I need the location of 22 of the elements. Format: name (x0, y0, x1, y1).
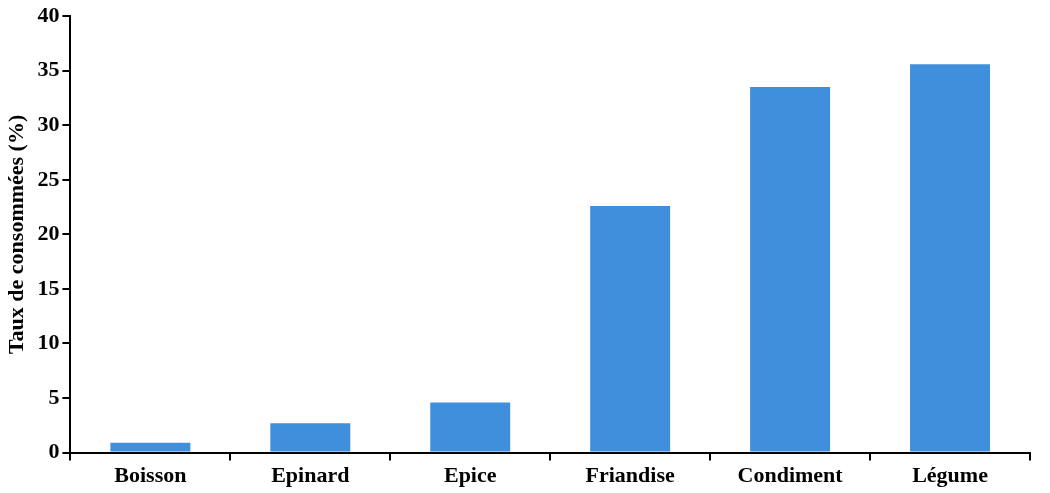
bar (590, 206, 671, 452)
bar (110, 442, 191, 452)
x-tick-label: Epinard (271, 462, 350, 488)
y-tick-label: 25 (37, 165, 60, 191)
y-tick-label: 20 (37, 220, 60, 246)
bar (910, 64, 991, 452)
x-tick-label: Epice (443, 462, 497, 488)
y-tick-label: 0 (48, 438, 60, 464)
y-tick-label: 10 (37, 329, 60, 355)
y-tick-label: 35 (37, 56, 60, 82)
x-tick-label: Condiment (737, 462, 844, 488)
y-tick-label: 30 (37, 110, 60, 136)
x-tick-label: Légume (912, 462, 989, 488)
y-axis-title: Taux de consommées (%) (2, 114, 28, 355)
y-tick-label: 40 (37, 1, 60, 27)
y-tick-label: 15 (37, 274, 60, 300)
y-tick-label: 5 (48, 383, 60, 409)
x-tick-label: Friandise (585, 462, 676, 488)
bar (270, 423, 351, 452)
bar (750, 87, 831, 452)
bar (430, 402, 511, 452)
x-tick-label: Boisson (114, 462, 187, 488)
